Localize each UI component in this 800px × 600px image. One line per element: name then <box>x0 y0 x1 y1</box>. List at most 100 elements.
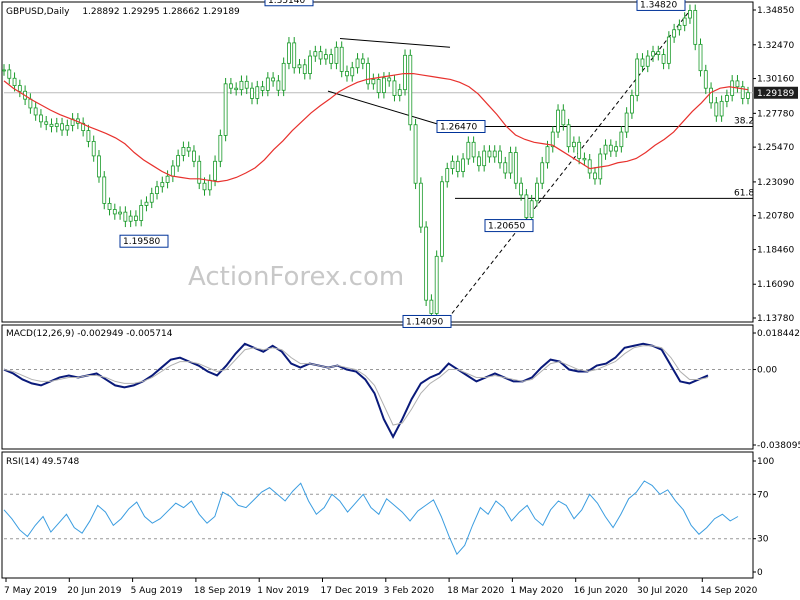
price-candle-body <box>65 125 70 131</box>
rsi-panel <box>1 451 754 579</box>
price-candle-body <box>239 80 244 91</box>
watermark: ActionForex.com <box>188 262 404 292</box>
price-candle-body <box>329 54 334 64</box>
price-candle-body <box>461 158 465 172</box>
price-candle-body <box>434 255 439 314</box>
price-candle-body <box>302 64 307 74</box>
price-candle-body <box>33 107 38 116</box>
price-candle-body <box>250 87 254 99</box>
price-candle-body <box>17 85 22 92</box>
price-candle-body <box>155 186 159 195</box>
price-candle-body <box>603 144 608 155</box>
price-candle-body <box>519 182 524 196</box>
price-candle-body <box>255 86 260 99</box>
channel-bottom-line <box>327 90 441 126</box>
price-candle-body <box>535 182 539 202</box>
price-candle-body <box>223 83 228 136</box>
price-candle-body <box>503 162 508 174</box>
rally-trend-line <box>451 10 691 314</box>
price-candle-body <box>587 159 592 174</box>
price-candle-body <box>492 150 497 158</box>
x-tick-label: 18 Sep 2019 <box>194 586 251 596</box>
price-candle-body <box>139 205 144 221</box>
price-candle-body <box>455 160 460 172</box>
price-candle-body <box>593 172 597 180</box>
price-annotation-label: 1.20650 <box>488 222 525 232</box>
price-candle-body <box>12 77 17 86</box>
price-candle-body <box>666 36 671 64</box>
price-annotation-label: 1.34820 <box>640 0 677 10</box>
fib-label: 38.2 <box>734 117 754 127</box>
price-candle-body <box>371 79 376 85</box>
price-candle-body <box>366 62 370 85</box>
price-candle-body <box>408 54 413 126</box>
price-candle-body <box>508 152 513 174</box>
price-candle-body <box>287 42 291 64</box>
last-price-label: 1.29189 <box>757 89 794 99</box>
price-y-tick-label: 1.18460 <box>757 246 794 256</box>
price-candle-body <box>698 43 703 72</box>
price-candle-body <box>260 86 265 91</box>
rsi-panel-title: RSI(14) 49.5748 <box>6 457 79 467</box>
price-candle-body <box>297 64 302 69</box>
price-candle-body <box>102 176 107 204</box>
price-candle-body <box>207 179 212 191</box>
price-annotation-label: 1.14090 <box>406 317 443 327</box>
price-candle-body <box>445 168 450 183</box>
price-candle-body <box>7 69 12 79</box>
ohlc-label: 1.28892 1.29295 1.28662 1.29189 <box>82 7 240 17</box>
price-candle-body <box>651 51 655 57</box>
x-tick-label: 1 Nov 2019 <box>257 586 309 596</box>
price-candle-body <box>128 215 133 222</box>
price-candle-body <box>107 202 112 210</box>
price-candle-body <box>672 29 677 38</box>
price-candle-body <box>271 77 276 82</box>
price-candle-body <box>418 182 423 228</box>
price-panel-title: GBPUSD,Daily 1.28892 1.29295 1.28662 1.2… <box>6 7 240 17</box>
price-panel <box>1 1 754 323</box>
price-candle-body <box>382 77 386 93</box>
price-annotation-box <box>402 314 452 328</box>
price-candle-body <box>160 182 165 188</box>
price-candle-body <box>134 215 138 221</box>
price-annotation-box <box>636 0 686 11</box>
price-y-tick-label: 1.13780 <box>757 314 794 324</box>
price-annotation-box <box>264 0 314 7</box>
price-y-tick-label: 1.30160 <box>757 75 794 85</box>
price-candle-body <box>709 87 713 104</box>
price-candle-body <box>571 141 576 148</box>
price-candle-body <box>97 155 101 178</box>
price-candle-body <box>577 141 582 159</box>
price-candle-body <box>645 55 650 67</box>
x-tick-label: 16 Jun 2020 <box>574 586 628 596</box>
price-candle-body <box>170 165 175 177</box>
price-candle-body <box>440 181 444 257</box>
price-candle-body <box>60 123 64 131</box>
price-candle-body <box>498 150 502 164</box>
price-candle-body <box>693 10 698 45</box>
x-tick-label: 18 Mar 2020 <box>447 586 504 596</box>
macd-signal-line <box>3 345 709 426</box>
price-candle-body <box>313 51 318 57</box>
price-candle-body <box>487 150 492 158</box>
price-candle-body <box>118 211 122 215</box>
price-candle-body <box>403 54 407 91</box>
price-candle-body <box>540 162 545 184</box>
price-candle-body <box>450 160 455 170</box>
price-candle-body <box>86 130 91 142</box>
price-candle-body <box>360 58 365 64</box>
price-y-tick-label: 1.27780 <box>757 109 794 119</box>
price-candle-body <box>265 77 270 91</box>
price-candle-body <box>144 201 149 206</box>
price-candle-body <box>466 141 471 160</box>
price-candle-body <box>181 147 186 156</box>
fib-label: 61.8 <box>734 188 754 198</box>
price-candle-body <box>524 194 529 218</box>
price-candle-body <box>81 122 86 131</box>
price-candle-body <box>213 160 217 181</box>
price-candle-body <box>276 80 281 91</box>
price-candle-body <box>392 80 397 96</box>
price-candle-body <box>192 150 196 162</box>
rsi-y-tick-label: 0 <box>757 568 763 578</box>
price-annotation-label: 1.19580 <box>123 237 160 247</box>
